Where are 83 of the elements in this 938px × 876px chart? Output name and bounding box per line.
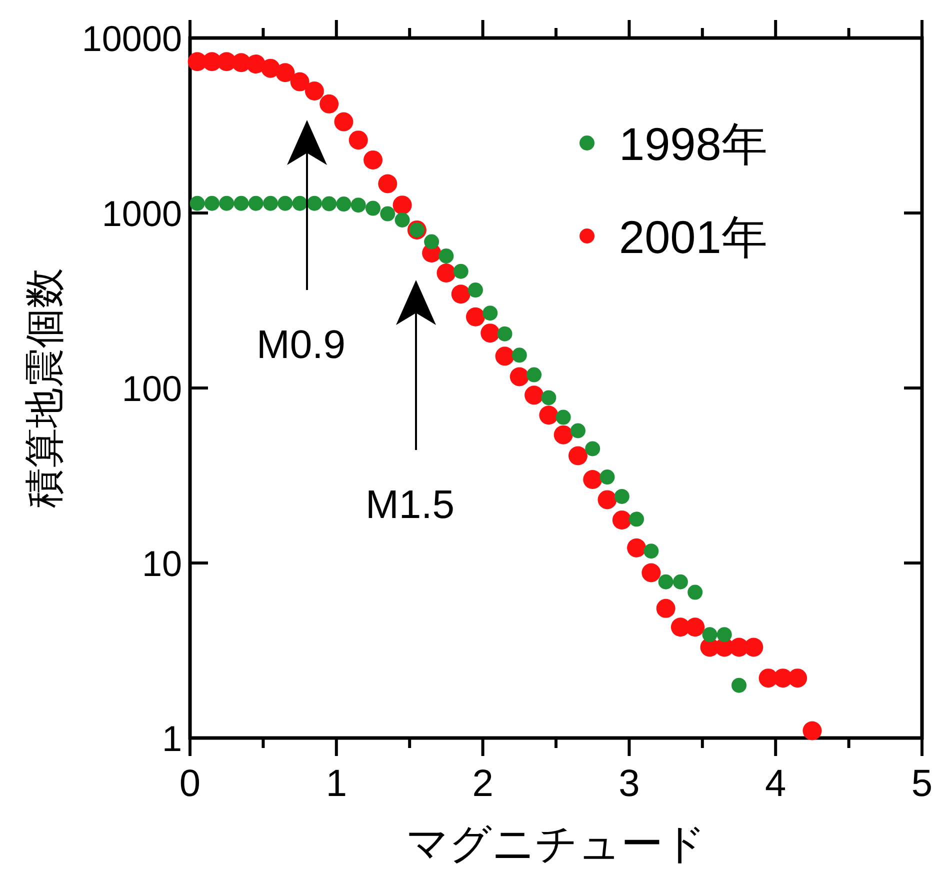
point xyxy=(348,130,368,150)
point xyxy=(744,638,764,657)
point xyxy=(526,367,542,382)
point xyxy=(219,196,234,211)
point xyxy=(495,346,514,366)
point xyxy=(392,196,412,215)
point xyxy=(263,196,278,211)
point xyxy=(554,425,573,444)
point xyxy=(304,81,324,100)
point xyxy=(802,721,822,740)
point xyxy=(510,367,529,386)
point xyxy=(366,200,380,216)
point xyxy=(334,112,354,132)
point xyxy=(380,206,396,222)
legend-label: 2001年 xyxy=(619,211,768,263)
point xyxy=(497,326,512,342)
point xyxy=(378,174,398,194)
y-tick-label: 10 xyxy=(142,543,182,584)
x-axis-title: マグニチュード xyxy=(406,820,706,867)
point xyxy=(612,510,632,530)
point xyxy=(278,196,293,211)
point xyxy=(482,306,498,321)
point xyxy=(204,196,220,211)
point xyxy=(556,410,571,425)
point xyxy=(512,348,527,363)
annotation: M0.9 xyxy=(256,323,346,367)
point xyxy=(248,196,264,211)
point xyxy=(629,512,644,527)
y-axis-title: 積算地震個数 xyxy=(23,268,67,508)
point xyxy=(394,212,410,228)
x-tick-label: 2 xyxy=(472,763,494,805)
point xyxy=(583,470,602,490)
point xyxy=(541,390,556,406)
point xyxy=(320,94,339,114)
point xyxy=(656,598,676,618)
point xyxy=(276,63,295,82)
y-tick-label: 1000 xyxy=(102,193,182,234)
point xyxy=(424,234,440,250)
point xyxy=(436,264,456,283)
x-tick-label: 5 xyxy=(911,763,933,805)
point xyxy=(688,584,703,600)
point xyxy=(364,150,382,170)
point xyxy=(468,282,483,298)
y-tick-label: 1 xyxy=(162,718,182,759)
x-tick-label: 0 xyxy=(179,763,201,805)
point xyxy=(702,627,718,642)
x-tick-label: 3 xyxy=(618,763,640,805)
legend-label: 1998年 xyxy=(619,118,768,170)
point xyxy=(306,196,322,211)
x-tick-label: 4 xyxy=(765,763,786,805)
point xyxy=(686,618,705,637)
x-tick-label: 1 xyxy=(326,763,347,805)
point xyxy=(451,284,470,304)
point xyxy=(598,490,617,510)
point xyxy=(336,196,352,212)
y-tick-label: 10000 xyxy=(82,18,182,59)
point xyxy=(539,406,558,425)
point xyxy=(585,441,600,456)
point xyxy=(568,446,588,466)
point xyxy=(642,563,661,582)
point xyxy=(438,248,454,264)
point xyxy=(732,678,746,693)
annotation: M1.5 xyxy=(366,483,454,527)
point xyxy=(570,423,586,438)
point xyxy=(600,470,615,485)
point xyxy=(614,488,630,504)
y-tick-label: 100 xyxy=(122,368,182,409)
point xyxy=(627,538,646,558)
point xyxy=(480,324,500,343)
point xyxy=(190,196,205,211)
point xyxy=(524,386,544,405)
point xyxy=(350,198,366,213)
point xyxy=(716,627,732,642)
point xyxy=(453,264,468,279)
point xyxy=(292,196,308,211)
point xyxy=(234,196,249,211)
point xyxy=(466,307,485,326)
point xyxy=(672,574,688,590)
point xyxy=(658,574,674,590)
point xyxy=(290,72,310,92)
point xyxy=(644,544,659,559)
point xyxy=(322,196,337,212)
point xyxy=(788,668,808,688)
